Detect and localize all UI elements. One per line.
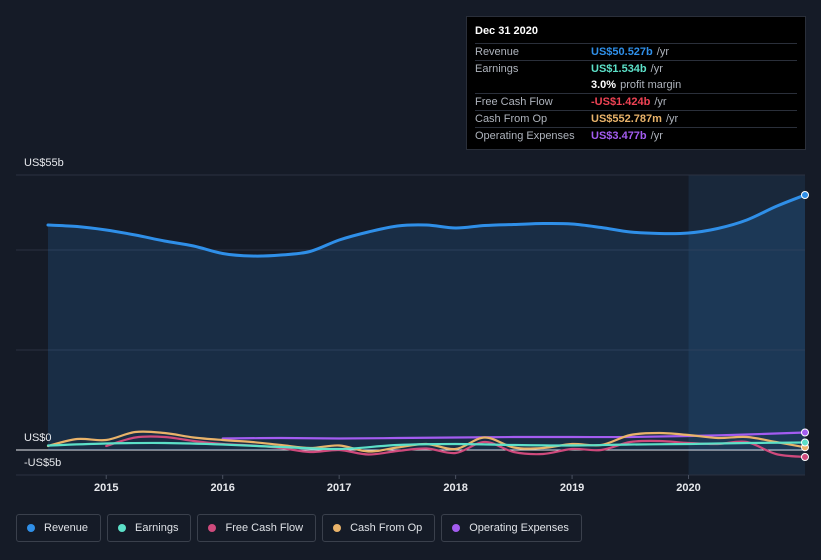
legend-label: Earnings xyxy=(135,522,179,534)
tooltip-panel: Dec 31 2020 Revenue US$50.527b/yr Earnings… xyxy=(466,16,806,150)
tooltip-date: Dec 31 2020 xyxy=(475,25,538,37)
tooltip-row-value: US$552.787m xyxy=(591,113,662,125)
x-tick-label: 2019 xyxy=(560,482,584,494)
x-tick-label: 2016 xyxy=(210,482,234,494)
tooltip-row-label: Revenue xyxy=(475,46,520,58)
legend-dot-icon xyxy=(118,524,127,532)
tooltip-row-unit: /yr xyxy=(656,46,669,58)
y-label-top: US$55b xyxy=(24,157,64,169)
tooltip-row-label: Operating Expenses xyxy=(475,130,575,142)
legend-label: Revenue xyxy=(44,522,89,534)
x-axis-ticks: 2015 2016 2017 2018 2019 2020 xyxy=(94,475,701,494)
tooltip-row-value: -US$1.424b xyxy=(591,96,651,108)
end-point-revenue xyxy=(801,191,809,199)
series-line-operating-expenses xyxy=(221,431,807,440)
x-tick-label: 2020 xyxy=(676,482,700,494)
tooltip-row: Earnings US$1.534b/yr xyxy=(475,60,797,77)
legend-dot-icon xyxy=(333,524,342,532)
tooltip-row-unit: /yr xyxy=(650,130,663,142)
tooltip-row-value: US$3.477b xyxy=(591,130,647,142)
tooltip-row-unit: /yr xyxy=(665,113,679,125)
series-end-points xyxy=(801,191,809,461)
x-tick-label: 2015 xyxy=(94,482,118,494)
tooltip-row: Revenue US$50.527b/yr xyxy=(475,43,797,60)
tooltip-row: Free Cash Flow -US$1.424b/yr xyxy=(475,93,797,110)
gridlines xyxy=(16,174,805,476)
tooltip-row-unit: /yr xyxy=(650,63,663,75)
series-line-earnings xyxy=(46,441,807,451)
tooltip-row-label: Free Cash Flow xyxy=(475,96,553,108)
legend-dot-icon xyxy=(208,524,217,532)
legend-item-free-cash-flow[interactable]: Free Cash Flow xyxy=(197,514,317,542)
tooltip-row-label xyxy=(475,77,591,93)
tooltip-row: 3.0% profit margin xyxy=(475,77,797,93)
legend-item-cash-from-op[interactable]: Cash From Op xyxy=(322,514,436,542)
tooltip-row: Cash From Op US$552.787m/yr xyxy=(475,110,797,127)
legend-item-earnings[interactable]: Earnings xyxy=(107,514,192,542)
series-lines xyxy=(46,193,807,459)
revenue-area xyxy=(48,195,805,450)
forecast-highlight-band xyxy=(688,175,805,475)
revenue-area-fill xyxy=(48,195,805,450)
series-line-revenue xyxy=(46,193,807,258)
end-point-free-cash-flow xyxy=(801,453,809,461)
tooltip-row-label: Cash From Op xyxy=(475,113,548,125)
y-label-zero: US$0 xyxy=(24,432,52,444)
tooltip-row-value: US$1.534b xyxy=(591,63,647,75)
legend-dot-icon xyxy=(27,524,35,532)
legend-label: Free Cash Flow xyxy=(225,522,304,534)
legend-dot-icon xyxy=(452,524,461,532)
tooltip-row-value: US$50.527b xyxy=(591,46,653,58)
legend: Revenue Earnings Free Cash Flow Cash From O… xyxy=(16,514,582,542)
tooltip-row-value: 3.0% xyxy=(591,79,617,91)
tooltip-row-label: Earnings xyxy=(475,63,519,75)
tooltip-row-unit: profit margin xyxy=(620,79,682,91)
end-point-operating-expenses xyxy=(801,428,809,437)
legend-item-operating-expenses[interactable]: Operating Expenses xyxy=(441,514,582,542)
end-point-earnings xyxy=(801,438,809,447)
tooltip-row-unit: /yr xyxy=(654,96,667,108)
y-label-bottom: -US$5b xyxy=(24,457,61,469)
tooltip-row: Operating Expenses US$3.477b/yr xyxy=(475,127,797,144)
legend-item-revenue[interactable]: Revenue xyxy=(16,514,102,542)
x-tick-label: 2017 xyxy=(327,482,351,494)
legend-label: Cash From Op xyxy=(350,522,423,534)
x-tick-label: 2018 xyxy=(443,482,467,494)
legend-label: Operating Expenses xyxy=(469,522,569,534)
